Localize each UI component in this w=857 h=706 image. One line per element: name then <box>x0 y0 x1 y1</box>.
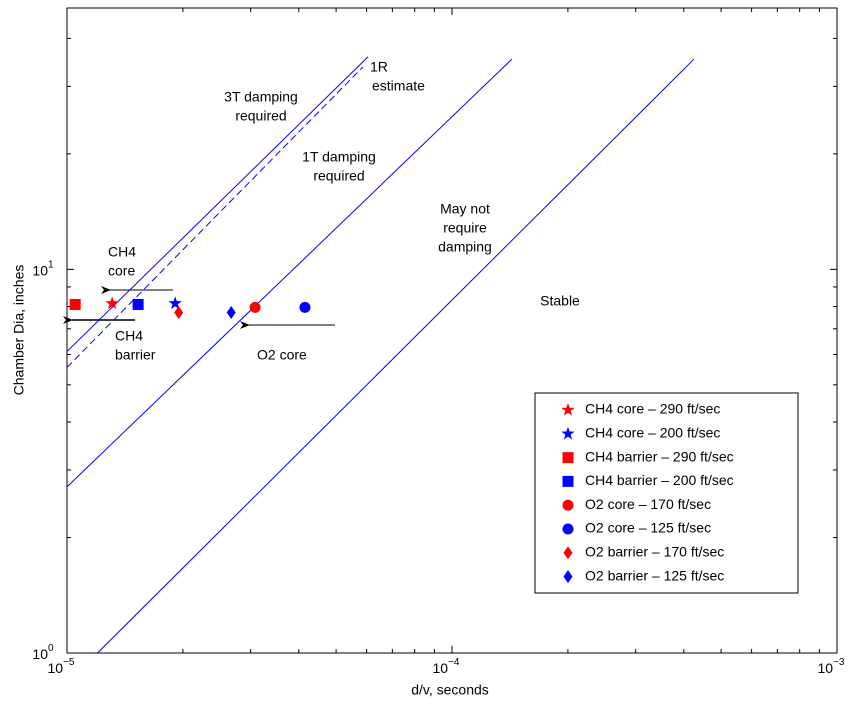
data-point <box>226 305 236 319</box>
data-point <box>249 301 261 313</box>
data-point <box>132 298 144 310</box>
x-tick-label: 10−4 <box>433 657 460 676</box>
legend-label: O2 barrier – 170 ft/sec <box>585 544 724 560</box>
annotation: required <box>313 168 364 184</box>
annotation: required <box>235 108 286 124</box>
legend-marker <box>563 546 573 560</box>
annotation: Stable <box>540 293 580 309</box>
reference-line <box>66 58 513 488</box>
data-point <box>174 305 184 319</box>
data-point <box>299 301 311 313</box>
annotation: CH4 <box>108 244 136 260</box>
legend-marker <box>561 403 575 416</box>
annotation: barrier <box>115 347 156 363</box>
legend-marker <box>561 426 575 440</box>
legend-marker <box>562 452 574 464</box>
annotation: 3T damping <box>224 89 298 105</box>
x-tick-label: 10−3 <box>818 657 845 676</box>
annotation: O2 core <box>257 347 307 363</box>
annotation: CH4 <box>115 328 143 344</box>
annotation: require <box>443 220 487 236</box>
legend-marker <box>562 499 574 511</box>
annotation: damping <box>438 239 492 255</box>
y-tick-label: 101 <box>32 259 54 278</box>
data-point <box>69 298 81 310</box>
legend-label: O2 core – 170 ft/sec <box>585 496 711 512</box>
legend-label: CH4 core – 290 ft/sec <box>585 401 720 417</box>
reference-line <box>97 58 695 654</box>
annotation: core <box>108 263 135 279</box>
data-point <box>105 296 119 310</box>
x-axis-label: d/v, seconds <box>411 682 489 698</box>
y-axis-label: Chamber Dia, inches <box>11 265 27 396</box>
legend-marker <box>563 570 573 584</box>
legend-marker <box>562 523 574 535</box>
legend-label: O2 core – 125 ft/sec <box>585 520 711 536</box>
legend-label: CH4 core – 200 ft/sec <box>585 425 720 441</box>
legend-label: CH4 barrier – 290 ft/sec <box>585 448 734 464</box>
data-point <box>168 296 182 310</box>
annotation: May not <box>440 201 490 217</box>
legend-label: O2 barrier – 125 ft/sec <box>585 567 724 583</box>
legend <box>534 392 799 594</box>
annotation: 1T damping <box>302 149 376 165</box>
annotation: 1R <box>370 59 388 75</box>
annotation: estimate <box>372 78 425 94</box>
reference-line <box>66 56 369 352</box>
legend-marker <box>562 475 574 487</box>
legend-label: CH4 barrier – 200 ft/sec <box>585 472 734 488</box>
reference-line <box>66 66 364 368</box>
x-tick-label: 10−5 <box>48 657 75 676</box>
y-tick-label: 100 <box>32 643 54 662</box>
